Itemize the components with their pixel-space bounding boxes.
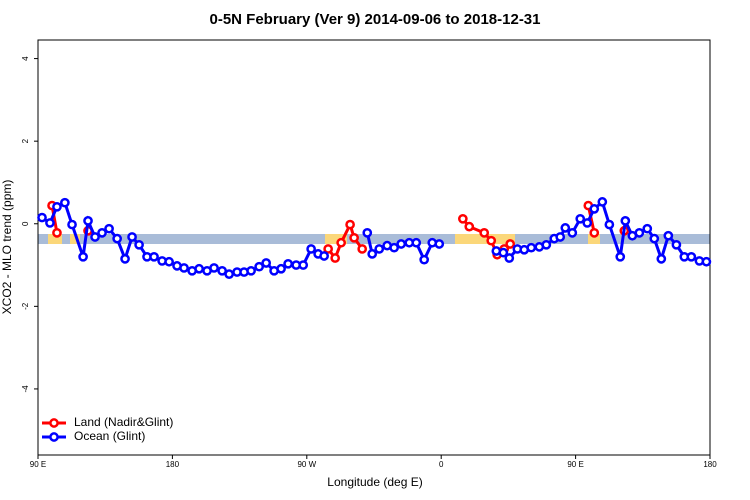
legend-marker <box>49 418 59 428</box>
point <box>374 244 385 254</box>
point <box>261 258 272 268</box>
point <box>589 204 600 214</box>
point <box>526 242 537 253</box>
point <box>362 227 373 238</box>
band-land <box>325 234 347 244</box>
point <box>164 256 174 267</box>
point <box>701 256 712 267</box>
point <box>97 227 107 238</box>
legend-label: Land (Nadir&Glint) <box>74 415 173 429</box>
point <box>464 221 475 232</box>
point <box>298 260 309 270</box>
y-axis-label: XCO2 - MLO trend (ppm) <box>0 180 14 315</box>
point <box>367 249 378 259</box>
point <box>560 223 571 233</box>
point <box>60 197 70 208</box>
x-tick-label: 180 <box>166 460 180 469</box>
point <box>575 213 586 224</box>
x-tick-label: 90 E <box>30 460 46 469</box>
point <box>649 233 660 244</box>
point <box>498 247 509 258</box>
point <box>389 242 400 253</box>
point <box>505 239 516 249</box>
x-tick-label: 180 <box>703 460 717 469</box>
point <box>37 212 47 223</box>
point <box>357 244 368 254</box>
point <box>458 213 468 224</box>
point <box>67 219 77 230</box>
point <box>479 227 490 238</box>
point <box>179 263 189 273</box>
point <box>582 218 593 228</box>
x-tick-label: 90 W <box>297 460 316 469</box>
point <box>434 239 445 249</box>
y-tick-label: -4 <box>21 385 30 393</box>
point <box>78 251 88 262</box>
y-tick-label: 0 <box>21 221 30 226</box>
point <box>541 239 552 250</box>
band-land <box>70 234 80 244</box>
point <box>486 235 497 246</box>
point <box>567 227 578 238</box>
point <box>134 239 144 250</box>
point <box>597 197 608 207</box>
point <box>90 232 100 242</box>
point <box>149 251 159 262</box>
band-land <box>455 234 515 244</box>
point <box>45 218 55 228</box>
point <box>642 223 653 234</box>
chart-title: 0-5N February (Ver 9) 2014-09-06 to 2018… <box>209 11 540 28</box>
point <box>283 258 293 269</box>
point <box>349 232 359 243</box>
point <box>634 227 645 238</box>
point <box>127 232 137 242</box>
point <box>323 244 334 254</box>
point <box>671 239 682 250</box>
surface-band <box>38 234 710 244</box>
point <box>194 263 204 274</box>
point <box>52 227 62 238</box>
point <box>396 239 407 249</box>
legend-marker <box>49 432 59 442</box>
point <box>589 227 600 238</box>
point <box>330 253 341 263</box>
point <box>112 233 122 244</box>
point <box>276 263 286 274</box>
point <box>620 216 631 226</box>
point <box>52 201 62 212</box>
band <box>38 234 710 244</box>
x-axis-label: Longitude (deg E) <box>327 475 422 489</box>
point <box>104 223 114 234</box>
plot-frame <box>37 39 711 456</box>
point <box>419 254 430 265</box>
point <box>411 237 422 248</box>
point <box>663 230 674 241</box>
point <box>319 251 329 261</box>
band-land <box>588 234 600 244</box>
point <box>504 253 515 263</box>
point <box>615 251 626 262</box>
legend-label: Ocean (Glint) <box>74 429 145 443</box>
point <box>224 269 234 279</box>
y-tick-label: 2 <box>21 138 30 143</box>
point <box>656 254 667 264</box>
point <box>83 216 93 226</box>
y-tick-label: 4 <box>21 56 30 61</box>
point <box>209 263 219 273</box>
point <box>686 251 697 262</box>
y-tick-label: -2 <box>21 302 30 310</box>
x-tick-label: 0 <box>439 460 444 469</box>
point <box>336 237 346 248</box>
x-tick-label: 90 E <box>567 460 583 469</box>
point <box>555 232 566 242</box>
point <box>246 265 256 276</box>
point <box>604 219 615 230</box>
point <box>254 261 265 272</box>
point <box>120 254 130 264</box>
point <box>345 219 355 230</box>
point <box>306 244 316 254</box>
band-land <box>48 234 62 244</box>
